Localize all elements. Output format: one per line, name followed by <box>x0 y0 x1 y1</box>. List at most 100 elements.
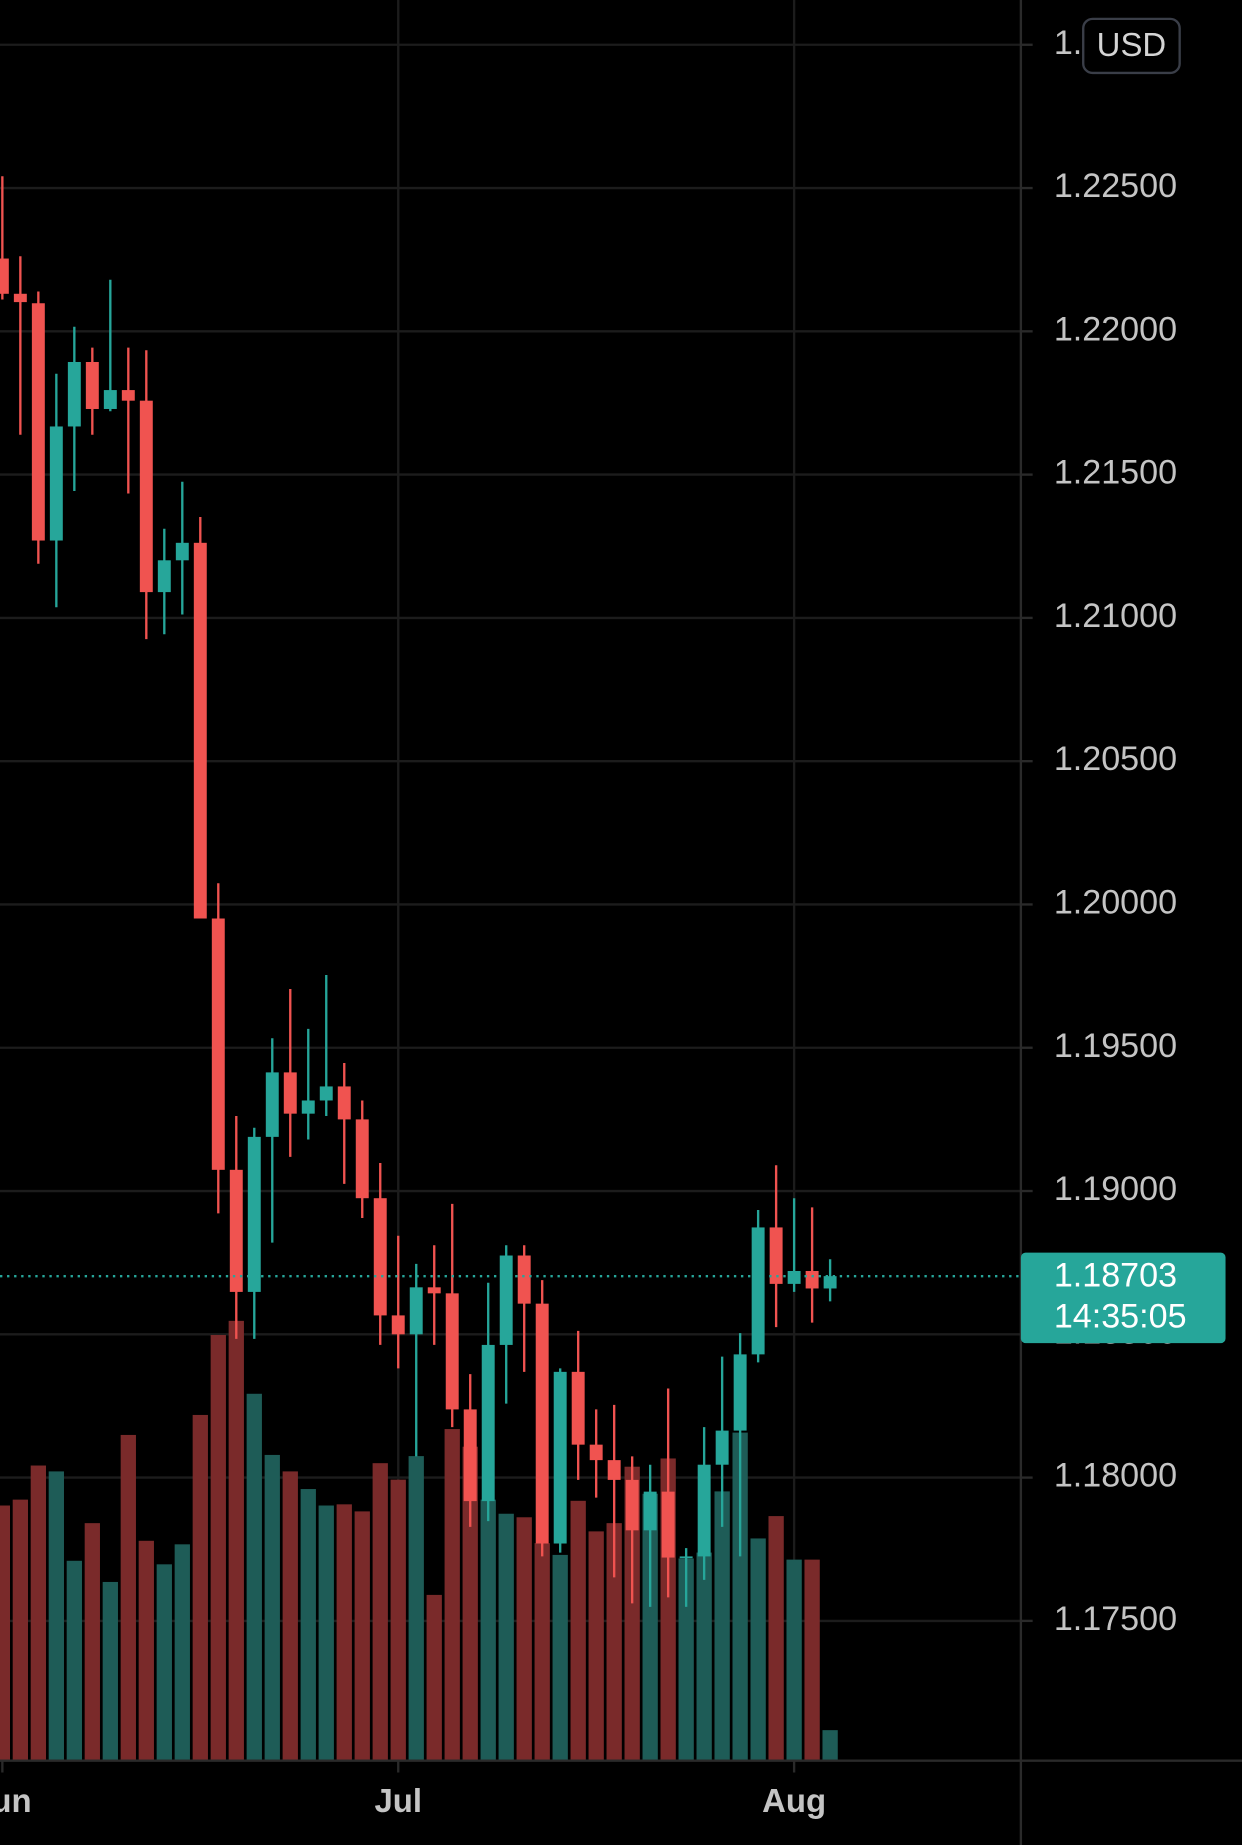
volume-bar <box>66 1560 82 1761</box>
candle-layer <box>0 176 837 1607</box>
x-tick-label: Jul <box>374 1782 422 1819</box>
candle-body <box>571 1371 585 1445</box>
candle-body <box>247 1136 261 1292</box>
candle-body <box>229 1169 243 1292</box>
volume-bar <box>264 1454 280 1761</box>
volume-bar <box>246 1393 262 1761</box>
candle-body <box>553 1371 567 1544</box>
y-tick-label: 1.18000 <box>1054 1457 1177 1495</box>
y-tick-label: 1.21000 <box>1054 597 1177 635</box>
candle-body <box>85 361 99 409</box>
volume-bar <box>444 1429 460 1761</box>
candle-body <box>607 1460 621 1480</box>
volume-bar <box>156 1564 172 1761</box>
volume-layer <box>0 1320 838 1761</box>
candle-body <box>319 1086 333 1101</box>
candle-body <box>283 1072 297 1114</box>
volume-bar <box>336 1504 352 1761</box>
overlay: 1.18703 14:35:05 USD <box>0 17 1226 1344</box>
volume-bar <box>228 1320 244 1761</box>
candle-body <box>643 1491 657 1531</box>
volume-bar <box>318 1505 334 1761</box>
volume-bar <box>606 1523 622 1761</box>
x-tick-label: Jun <box>0 1782 32 1819</box>
candle-body <box>787 1270 801 1284</box>
volume-bar <box>408 1456 424 1761</box>
volume-bar <box>462 1446 478 1761</box>
volume-bar <box>552 1554 568 1761</box>
candle-body <box>697 1464 711 1557</box>
volume-bar <box>84 1523 100 1761</box>
volume-bar <box>354 1511 370 1761</box>
candle-body <box>193 542 207 919</box>
candle-body <box>715 1430 729 1465</box>
volume-bar <box>516 1517 532 1761</box>
y-tick-label: 1.19000 <box>1054 1170 1177 1208</box>
candle-body <box>535 1303 549 1544</box>
last-price-label: 1.18703 <box>1054 1256 1177 1294</box>
volume-bar <box>588 1531 604 1761</box>
candle-body <box>157 560 171 593</box>
candle-body <box>175 542 189 561</box>
volume-bar <box>732 1432 748 1761</box>
candle-body <box>805 1270 819 1289</box>
candle-body <box>769 1227 783 1284</box>
candle-body <box>121 390 135 401</box>
volume-bar <box>120 1434 136 1761</box>
volume-bar <box>498 1513 514 1761</box>
volume-bar <box>750 1538 766 1761</box>
volume-bar <box>30 1465 46 1761</box>
candle-body <box>265 1072 279 1137</box>
candle-body <box>67 361 81 427</box>
candle-body <box>481 1344 495 1502</box>
volume-bar <box>0 1505 10 1761</box>
candle-body <box>499 1255 513 1345</box>
y-tick-label: 1.22000 <box>1054 310 1177 348</box>
candle-body <box>409 1287 423 1335</box>
volume-bar <box>822 1730 838 1761</box>
candle-body <box>517 1255 531 1304</box>
volume-bar <box>696 1552 712 1761</box>
volume-bar <box>390 1479 406 1761</box>
volume-bar <box>138 1540 154 1761</box>
last-price-badge <box>1020 1252 1226 1344</box>
candle-body <box>0 258 9 294</box>
volume-bar <box>426 1594 442 1761</box>
volume-bar <box>282 1471 298 1761</box>
currency-label: USD <box>1097 26 1167 63</box>
volume-bar <box>480 1499 496 1761</box>
volume-bar <box>642 1493 658 1761</box>
candle-body <box>823 1276 837 1289</box>
candle-body <box>355 1119 369 1199</box>
candle-body <box>103 390 117 409</box>
volume-bar <box>174 1544 190 1761</box>
volume-bar <box>102 1581 118 1761</box>
volume-bar <box>210 1334 226 1761</box>
volume-bar <box>624 1466 640 1761</box>
x-tick-label: Aug <box>762 1782 826 1819</box>
candle-body <box>445 1293 459 1410</box>
candle-body <box>211 918 225 1170</box>
candle-body <box>373 1198 387 1316</box>
y-tick-label: 1.20000 <box>1054 883 1177 921</box>
candle-body <box>751 1227 765 1355</box>
candle-body <box>49 426 63 541</box>
candle-body <box>31 303 45 541</box>
volume-bar <box>714 1491 730 1761</box>
candle-body <box>733 1354 747 1431</box>
candle-body <box>427 1287 441 1294</box>
candle-body <box>661 1491 675 1558</box>
candle-body <box>13 293 27 303</box>
volume-bar <box>192 1414 208 1761</box>
volume-bar <box>804 1559 820 1761</box>
volume-bar <box>678 1558 694 1761</box>
volume-bar <box>570 1500 586 1761</box>
volume-bar <box>372 1463 388 1761</box>
candle-body <box>139 400 153 593</box>
y-tick-label: 1.22500 <box>1054 167 1177 205</box>
y-tick-label: 1.20500 <box>1054 740 1177 778</box>
candle-body <box>301 1100 315 1114</box>
volume-bar <box>786 1559 802 1761</box>
